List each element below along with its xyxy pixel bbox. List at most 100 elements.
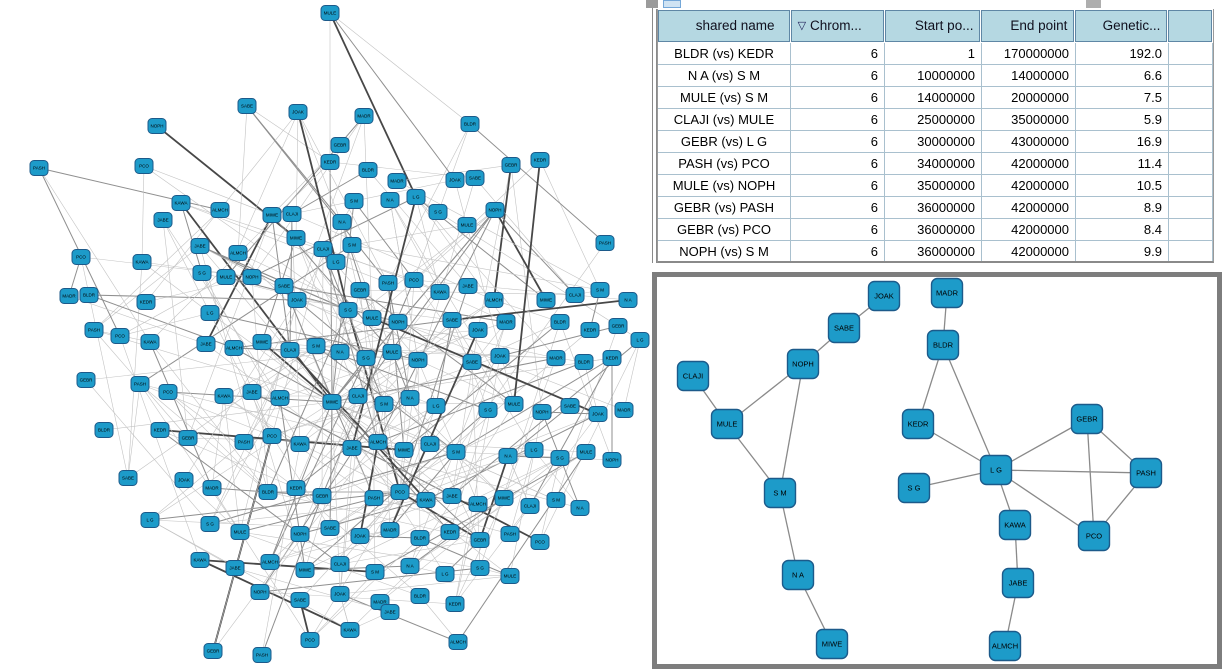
network-node[interactable]: JOAK [330,586,350,602]
column-header-extra[interactable] [1168,10,1212,42]
network-node-kedr[interactable]: KEDR [901,408,935,440]
network-node[interactable]: S G [470,560,490,576]
network-node[interactable]: N A [498,448,518,464]
network-node-madr[interactable]: MADR [930,277,964,309]
network-node[interactable]: JABE [196,336,216,352]
network-node[interactable]: PCO [262,428,282,444]
network-node[interactable]: MIWE [286,230,306,246]
network-node[interactable]: SABE [118,470,138,486]
network-node[interactable]: PCO [530,534,550,550]
network-node-kawa[interactable]: KAWA [998,509,1032,541]
network-node[interactable]: N A [400,558,420,574]
network-node[interactable]: MIWE [536,292,556,308]
table-row[interactable]: GEBR (vs) PCO 6 36000000 42000000 8.4 [658,219,1213,241]
network-node[interactable]: SABE [465,170,485,186]
network-node[interactable]: ALMCH [368,434,388,450]
network-node[interactable]: MADR [387,173,407,189]
subnetwork-canvas[interactable]: JOAK MADR SABE BLDR NOPH CLAJI MULE KEDR GEBR L G… [657,277,1217,664]
network-node[interactable]: NOPH [147,118,167,134]
network-node[interactable]: NOPH [408,352,428,368]
network-node[interactable]: PCO [110,328,130,344]
network-node[interactable]: JABE [442,488,462,504]
network-node-pco[interactable]: PCO [1077,520,1111,552]
network-node[interactable]: MIWE [322,394,342,410]
network-node[interactable]: MADR [546,350,566,366]
network-node-sabe[interactable]: SABE [827,312,861,344]
network-node[interactable]: KAWA [132,254,152,270]
network-node[interactable]: ALMCH [448,634,468,650]
network-node[interactable]: L G [426,398,446,414]
network-node[interactable]: CLAJI [348,388,368,404]
column-header-shared-name[interactable]: shared name [658,10,790,42]
network-node[interactable]: S G [192,265,212,281]
network-node[interactable]: SABE [442,312,462,328]
network-edge[interactable] [1086,418,1095,537]
network-node[interactable]: PCO [71,249,91,265]
network-node-bldr[interactable]: BLDR [926,329,960,361]
network-node[interactable]: PASH [130,376,150,392]
network-node[interactable]: PASH [252,647,272,663]
filter-sort-icon[interactable]: ▽ [797,20,807,32]
network-node[interactable]: CLAJI [330,556,350,572]
network-node[interactable]: CLAJI [420,436,440,452]
network-node[interactable]: MIWE [262,207,282,223]
network-node[interactable]: NOPH [532,404,552,420]
network-node[interactable]: KAWA [416,492,436,508]
network-node[interactable]: JOAK [588,406,608,422]
network-node[interactable]: PASH [364,490,384,506]
network-node-na[interactable]: N A [781,559,815,591]
network-node[interactable]: S M [365,564,385,580]
network-node[interactable]: S M [344,193,364,209]
network-node[interactable]: BLDR [410,530,430,546]
network-node[interactable]: ALMCH [484,292,504,308]
network-node-jabe[interactable]: JABE [1001,567,1035,599]
network-node[interactable]: KAWA [140,334,160,350]
network-node[interactable]: SABE [462,354,482,370]
network-node[interactable]: KAWA [340,622,360,638]
network-node[interactable]: PASH [234,434,254,450]
network-node[interactable]: NOPH [290,526,310,542]
network-node[interactable]: KAWA [430,284,450,300]
network-node[interactable]: MIWE [394,442,414,458]
network-node-pash[interactable]: PASH [1129,457,1163,489]
network-edge[interactable] [942,344,997,471]
network-node[interactable]: JOAK [490,348,510,364]
network-node[interactable]: JOAK [445,172,465,188]
network-node[interactable]: GEBR [330,137,350,153]
network-node[interactable]: S G [550,450,570,466]
network-node[interactable]: BLDR [358,162,378,178]
network-node[interactable]: MULE [504,396,524,412]
network-node[interactable]: KAWA [190,552,210,568]
network-node[interactable]: SABE [560,398,580,414]
network-node[interactable]: MULE [500,568,520,584]
network-node[interactable]: JOAK [174,472,194,488]
column-header-genetic[interactable]: Genetic... [1075,10,1168,42]
network-node[interactable]: CLAJI [313,241,333,257]
network-node[interactable]: ALMCH [270,390,290,406]
network-node[interactable]: ALMCH [210,202,230,218]
network-node[interactable]: PASH [378,275,398,291]
network-node[interactable]: KAWA [171,195,191,211]
table-row[interactable]: PASH (vs) PCO 6 34000000 42000000 11.4 [658,153,1213,175]
network-node[interactable]: JOAK [468,322,488,338]
network-node[interactable]: S G [478,402,498,418]
network-node[interactable]: L G [140,512,160,528]
network-node[interactable]: L G [630,332,650,348]
network-node[interactable]: GEBR [178,430,198,446]
table-row[interactable]: N A (vs) S M 6 10000000 14000000 6.6 [658,65,1213,87]
network-node[interactable]: S M [342,237,362,253]
network-node[interactable]: L G [406,189,426,205]
network-node[interactable]: GEBR [312,488,332,504]
network-node[interactable]: MADR [202,480,222,496]
network-node[interactable]: MADR [496,314,516,330]
network-node[interactable]: PCO [134,158,154,174]
network-node[interactable]: SABE [274,278,294,294]
network-node[interactable]: PCO [300,632,320,648]
network-node[interactable]: SABE [320,520,340,536]
network-node[interactable]: MULE [230,524,250,540]
network-node-claji[interactable]: CLAJI [676,360,710,392]
network-node[interactable]: MADR [380,522,400,538]
network-node[interactable]: JOAK [288,104,308,120]
network-node[interactable]: JABE [190,238,210,254]
network-node[interactable]: JOAK [287,292,307,308]
